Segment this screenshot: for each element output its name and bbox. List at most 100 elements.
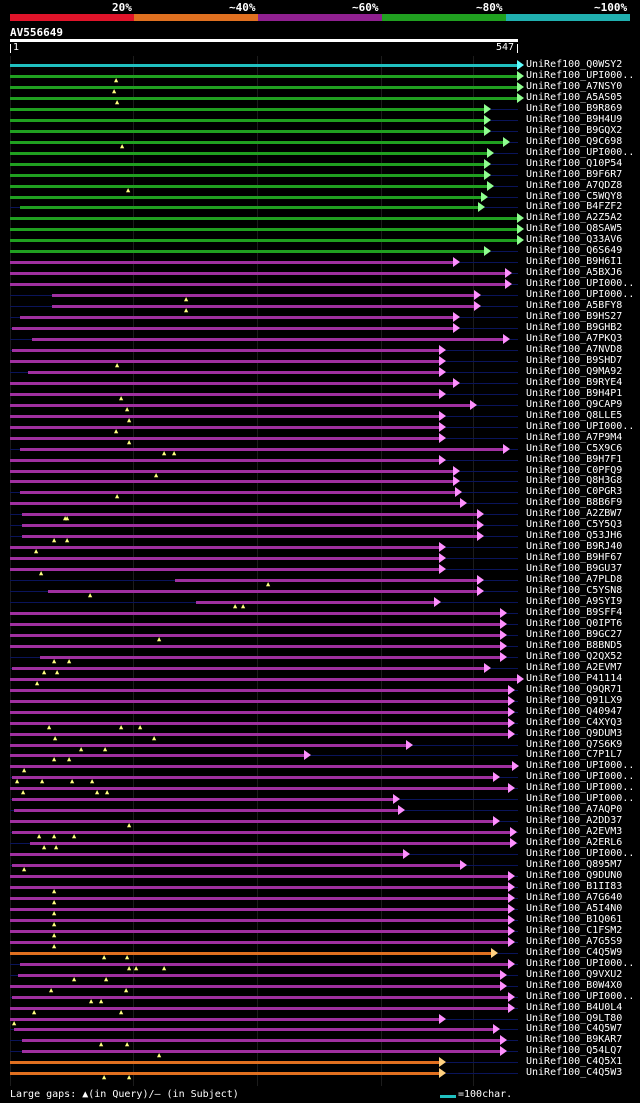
hit-label[interactable]: UniRef100_B0W4X0 <box>526 979 623 991</box>
hit-label[interactable]: UniRef100_A2EVM3 <box>526 826 623 838</box>
hit-row[interactable]: UniRef100_B9RYE4 <box>0 376 640 389</box>
alignment-segment[interactable] <box>10 765 512 769</box>
hit-row[interactable]: UniRef100_C5Y5Q3 <box>0 519 640 531</box>
hit-label[interactable]: UniRef100_B9H4U9 <box>526 113 623 125</box>
hit-row[interactable]: ▲ ▲ ▲ UniRef100_A2EVM3 <box>0 826 640 840</box>
alignment-segment[interactable] <box>10 480 453 484</box>
alignment-segment[interactable] <box>22 1039 500 1043</box>
alignment-segment[interactable] <box>20 206 478 210</box>
hit-label[interactable]: UniRef100_UPI000.. <box>526 793 635 805</box>
alignment-segment[interactable] <box>10 359 439 363</box>
hit-row[interactable]: UniRef100_A7AQP0 <box>0 804 640 816</box>
hit-label[interactable]: UniRef100_C0PGR3 <box>526 486 623 498</box>
hit-row[interactable]: ▲ UniRef100_B9GU37 <box>0 563 640 577</box>
hit-row[interactable]: ▲ UniRef100_A5BFY8 <box>0 300 640 314</box>
alignment-segment[interactable] <box>10 250 484 254</box>
hit-row[interactable]: ▲ ▲ ▲ UniRef100_C4XYQ3 <box>0 717 640 730</box>
hit-row[interactable]: UniRef100_A7PKQ3 <box>0 333 640 345</box>
hit-row[interactable]: UniRef100_C5WQY8 <box>0 191 640 203</box>
hit-label[interactable]: UniRef100_B8B6F9 <box>526 497 623 509</box>
hit-row[interactable]: ▲ ▲ UniRef100_Q53JH6 <box>0 530 640 544</box>
hit-row[interactable]: ▲ UniRef100_B9SHD7 <box>0 355 640 368</box>
alignment-segment[interactable] <box>10 568 439 572</box>
alignment-segment[interactable] <box>10 557 439 561</box>
hit-row[interactable]: UniRef100_UPI000.. <box>0 793 640 805</box>
hit-label[interactable]: UniRef100_A7PKQ3 <box>526 333 623 344</box>
alignment-segment[interactable] <box>10 129 484 133</box>
alignment-segment[interactable] <box>10 875 508 879</box>
hit-label[interactable]: UniRef100_B9GHB2 <box>526 322 623 334</box>
hit-row[interactable]: ▲ ▲ UniRef100_B4U0L4 <box>0 1002 640 1015</box>
alignment-segment[interactable] <box>10 677 517 681</box>
hit-label[interactable]: UniRef100_B9RYE4 <box>526 376 623 388</box>
hit-row[interactable]: ▲ UniRef100_A2DD37 <box>0 815 640 829</box>
hit-row[interactable]: ▲ UniRef100_A7G5S9 <box>0 936 640 949</box>
hit-label[interactable]: UniRef100_B9HF67 <box>526 552 623 564</box>
alignment-segment[interactable] <box>10 820 493 824</box>
alignment-segment[interactable] <box>175 579 477 583</box>
hit-label[interactable]: UniRef100_B4FZF2 <box>526 201 623 213</box>
alignment-segment[interactable] <box>18 973 500 977</box>
hit-label[interactable]: UniRef100_UPI000.. <box>526 146 635 158</box>
alignment-segment[interactable] <box>10 96 517 100</box>
hit-row[interactable]: ▲ UniRef100_Q9C698 <box>0 136 640 149</box>
alignment-segment[interactable] <box>12 864 460 868</box>
alignment-segment[interactable] <box>10 1061 439 1065</box>
hit-label[interactable]: UniRef100_C4Q5W9 <box>526 946 623 958</box>
hit-row[interactable]: ▲ UniRef100_A7NSY0 <box>0 80 640 94</box>
hit-label[interactable]: UniRef100_UPI000.. <box>526 771 635 783</box>
alignment-segment[interactable] <box>10 984 500 988</box>
hit-row[interactable]: ▲ UniRef100_A7P9M4 <box>0 432 640 445</box>
alignment-segment[interactable] <box>22 524 477 528</box>
alignment-segment[interactable] <box>10 458 439 462</box>
hit-label[interactable]: UniRef100_B9F6R7 <box>526 168 623 180</box>
alignment-segment[interactable] <box>10 272 505 276</box>
alignment-segment[interactable] <box>10 403 470 407</box>
hit-label[interactable]: UniRef100_Q6S649 <box>526 245 623 257</box>
hit-row[interactable]: UniRef100_UPI000.. <box>0 278 640 290</box>
alignment-segment[interactable] <box>12 995 508 999</box>
hit-label[interactable]: UniRef100_A7PLD8 <box>526 574 623 586</box>
hit-row[interactable]: ▲ ▲ UniRef100_Q7S6K9 <box>0 738 640 752</box>
alignment-segment[interactable] <box>10 886 508 889</box>
alignment-segment[interactable] <box>20 491 455 495</box>
alignment-segment[interactable] <box>12 831 510 835</box>
hit-label[interactable]: UniRef100_C4Q5X1 <box>526 1056 623 1068</box>
hit-label[interactable]: UniRef100_Q7S6K9 <box>526 738 623 750</box>
hit-label[interactable]: UniRef100_Q8LLE5 <box>526 409 623 421</box>
hit-row[interactable]: ▲ ▲ UniRef100_Q2QX52 <box>0 651 640 664</box>
hit-label[interactable]: UniRef100_Q9MA92 <box>526 365 623 377</box>
alignment-segment[interactable] <box>10 699 508 703</box>
hit-label[interactable]: UniRef100_Q10P54 <box>526 157 623 169</box>
hit-row[interactable]: UniRef100_C4Q5X1 <box>0 1056 640 1068</box>
hit-label[interactable]: UniRef100_Q53JH6 <box>526 530 623 542</box>
hit-label[interactable]: UniRef100_Q0WSY2 <box>526 59 623 70</box>
hit-row[interactable]: ▲ UniRef100_Q895M7 <box>0 859 640 873</box>
alignment-segment[interactable] <box>10 743 406 747</box>
hit-label[interactable]: UniRef100_Q91LX9 <box>526 694 623 706</box>
hit-label[interactable]: UniRef100_C4Q5W7 <box>526 1023 623 1035</box>
alignment-segment[interactable] <box>10 502 460 506</box>
alignment-segment[interactable] <box>10 546 439 550</box>
hit-label[interactable]: UniRef100_B9H7F1 <box>526 453 623 465</box>
alignment-segment[interactable] <box>10 151 487 155</box>
hit-row[interactable]: ▲ UniRef100_UPI000.. <box>0 289 640 303</box>
hit-row[interactable]: ▲ UniRef100_B1Q061 <box>0 914 640 927</box>
hit-row[interactable]: ▲ UniRef100_Q8LLE5 <box>0 409 640 423</box>
hit-label[interactable]: UniRef100_A7NSY0 <box>526 80 623 92</box>
hit-row[interactable]: UniRef100_C4Q5W7 <box>0 1023 640 1035</box>
alignment-segment[interactable] <box>10 107 484 111</box>
hit-label[interactable]: UniRef100_C5YSN8 <box>526 585 623 597</box>
hit-row[interactable]: UniRef100_B9SFF4 <box>0 607 640 619</box>
alignment-segment[interactable] <box>10 710 508 714</box>
alignment-segment[interactable] <box>10 118 484 122</box>
hit-row[interactable]: ▲ ▲ UniRef100_A2EVM7 <box>0 662 640 675</box>
hit-row[interactable]: UniRef100_B4FZF2 <box>0 201 640 213</box>
hit-row[interactable]: UniRef100_A7NVD8 <box>0 344 640 356</box>
hit-row[interactable]: UniRef100_UPI000.. <box>0 848 640 860</box>
hit-label[interactable]: UniRef100_A7AQP0 <box>526 804 623 816</box>
hit-label[interactable]: UniRef100_B9RJ40 <box>526 541 623 553</box>
hit-label[interactable]: UniRef100_Q9DUN0 <box>526 870 623 882</box>
alignment-segment[interactable] <box>10 140 503 144</box>
hit-row[interactable]: ▲ UniRef100_B9RJ40 <box>0 541 640 555</box>
